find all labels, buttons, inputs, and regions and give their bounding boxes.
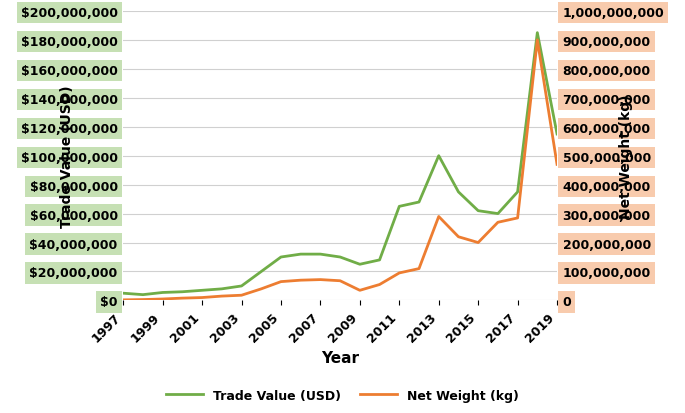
Line: Trade Value (USD): Trade Value (USD) bbox=[123, 33, 557, 295]
Net Weight (kg) bbox=[218, 294, 226, 299]
Net Weight (kg) bbox=[119, 298, 127, 303]
Trade Value (USD) bbox=[238, 284, 246, 289]
Trade Value (USD) bbox=[375, 258, 384, 263]
Net Weight (kg) bbox=[198, 295, 206, 300]
Trade Value (USD) bbox=[356, 262, 364, 267]
Trade Value (USD) bbox=[415, 200, 423, 205]
Trade Value (USD) bbox=[533, 31, 541, 36]
Trade Value (USD) bbox=[218, 287, 226, 292]
X-axis label: Year: Year bbox=[321, 350, 359, 365]
Net Weight (kg) bbox=[434, 214, 443, 219]
Net Weight (kg) bbox=[474, 240, 482, 245]
Trade Value (USD) bbox=[178, 290, 186, 294]
Net Weight (kg) bbox=[316, 278, 325, 282]
Trade Value (USD) bbox=[139, 292, 147, 297]
Trade Value (USD) bbox=[514, 190, 522, 195]
Net Weight (kg) bbox=[178, 296, 186, 301]
Text: Net Weight (kg): Net Weight (kg) bbox=[619, 94, 634, 218]
Net Weight (kg) bbox=[238, 293, 246, 298]
Net Weight (kg) bbox=[139, 297, 147, 302]
Trade Value (USD) bbox=[474, 209, 482, 214]
Legend: Trade Value (USD), Net Weight (kg): Trade Value (USD), Net Weight (kg) bbox=[161, 384, 524, 407]
Net Weight (kg) bbox=[454, 235, 462, 240]
Text: Trade Value (USD): Trade Value (USD) bbox=[60, 85, 74, 228]
Net Weight (kg) bbox=[494, 220, 502, 225]
Trade Value (USD) bbox=[198, 288, 206, 293]
Trade Value (USD) bbox=[316, 252, 325, 257]
Trade Value (USD) bbox=[336, 255, 345, 260]
Trade Value (USD) bbox=[257, 269, 265, 274]
Trade Value (USD) bbox=[119, 291, 127, 296]
Net Weight (kg) bbox=[514, 216, 522, 221]
Net Weight (kg) bbox=[533, 38, 541, 43]
Trade Value (USD) bbox=[434, 154, 443, 159]
Net Weight (kg) bbox=[297, 278, 305, 283]
Net Weight (kg) bbox=[336, 279, 345, 284]
Trade Value (USD) bbox=[553, 132, 561, 137]
Net Weight (kg) bbox=[158, 297, 166, 302]
Net Weight (kg) bbox=[415, 266, 423, 271]
Trade Value (USD) bbox=[454, 190, 462, 195]
Net Weight (kg) bbox=[356, 288, 364, 293]
Net Weight (kg) bbox=[553, 162, 561, 167]
Line: Net Weight (kg): Net Weight (kg) bbox=[123, 41, 557, 300]
Net Weight (kg) bbox=[375, 282, 384, 287]
Trade Value (USD) bbox=[277, 255, 285, 260]
Trade Value (USD) bbox=[395, 204, 403, 209]
Net Weight (kg) bbox=[277, 280, 285, 285]
Trade Value (USD) bbox=[297, 252, 305, 257]
Trade Value (USD) bbox=[158, 290, 166, 295]
Trade Value (USD) bbox=[494, 211, 502, 216]
Net Weight (kg) bbox=[395, 271, 403, 276]
Net Weight (kg) bbox=[257, 287, 265, 292]
